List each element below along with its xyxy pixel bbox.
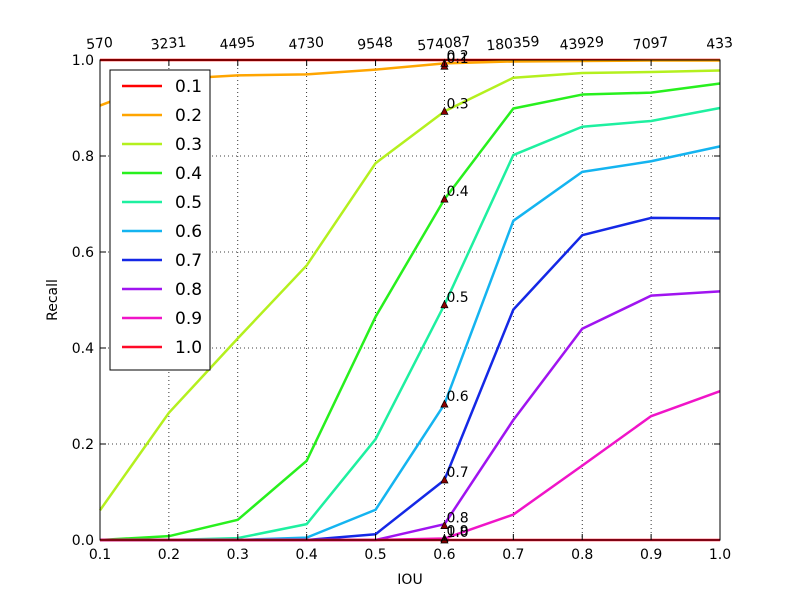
marker-label: 0.4 — [446, 184, 468, 200]
top-count-label: 9548 — [357, 34, 394, 53]
marker-triangle — [440, 194, 449, 203]
top-count-label: 180359 — [486, 34, 541, 55]
top-count-label: 3231 — [150, 34, 187, 53]
x-tick-label: 0.4 — [296, 547, 318, 563]
y-tick-label: 0.6 — [72, 245, 94, 261]
y-tick-label: 1.0 — [72, 53, 94, 69]
legend-label-0.5: 0.5 — [175, 193, 202, 213]
legend: 0.1 0.2 0.3 0.4 0.5 0.6 0.7 0.8 0.9 1.0 — [109, 69, 211, 371]
x-tick-label: 0.8 — [571, 547, 593, 563]
y-tick-label: 0.2 — [72, 437, 94, 453]
marker-label: 0.5 — [446, 290, 468, 306]
marker-triangle — [440, 475, 449, 484]
y-tick-label: 0.0 — [72, 533, 94, 549]
top-count-label: 570 — [86, 35, 114, 53]
marker-label: 0.7 — [446, 465, 468, 481]
marker-label: 1.0 — [446, 525, 468, 541]
plot-frame — [99, 59, 721, 541]
legend-label-0.2: 0.2 — [175, 106, 202, 126]
marker-label: 0.3 — [446, 96, 468, 112]
marker-triangle — [440, 399, 449, 408]
marker-label: 0.1 — [446, 51, 468, 67]
x-tick-label: 0.5 — [364, 547, 386, 563]
legend-label-0.6: 0.6 — [175, 222, 202, 242]
top-count-label: 4495 — [219, 34, 256, 53]
marker-triangle — [440, 106, 449, 115]
legend-label-0.3: 0.3 — [175, 135, 202, 155]
x-tick-label: 1.0 — [709, 547, 731, 563]
x-axis-label: IOU — [397, 572, 422, 588]
x-tick-label: 0.3 — [227, 547, 249, 563]
legend-label-0.8: 0.8 — [175, 280, 202, 300]
x-tick-label: 0.1 — [89, 547, 111, 563]
x-tick-label: 0.9 — [640, 547, 662, 563]
marker-triangle — [440, 520, 449, 529]
x-tick-label: 0.2 — [158, 547, 180, 563]
legend-label-0.9: 0.9 — [175, 309, 202, 329]
top-count-label: 7097 — [632, 34, 669, 53]
marker-triangle — [440, 300, 449, 309]
top-count-label: 4730 — [288, 34, 325, 53]
legend-box — [109, 69, 211, 371]
top-count-label: 433 — [706, 35, 734, 53]
x-tick-label: 0.6 — [433, 547, 455, 563]
legend-label-0.7: 0.7 — [175, 251, 202, 271]
series-line-0.4 — [99, 82, 721, 542]
legend-label-0.1: 0.1 — [175, 77, 202, 97]
series-line-0.3 — [98, 69, 721, 511]
legend-label-1.0: 1.0 — [175, 338, 202, 358]
legend-label-0.4: 0.4 — [175, 164, 202, 184]
marker-label: 0.6 — [446, 389, 468, 405]
markers: 0.10.20.30.40.50.60.70.80.91.0 — [440, 48, 469, 544]
y-axis-label: Recall — [45, 279, 61, 321]
axes: 0.1 0.2 0.3 0.4 0.5 0.6 0.7 0.8 0.9 1.00.00.20.40… — [72, 34, 734, 563]
marker-label: 0.9 — [446, 524, 468, 540]
x-tick-label: 0.7 — [502, 547, 524, 563]
marker-label: 0.8 — [446, 511, 468, 527]
y-tick-label: 0.8 — [72, 149, 94, 165]
top-count-label: 574087 — [417, 34, 472, 55]
top-count-label: 43929 — [559, 34, 605, 54]
y-tick-label: 0.4 — [72, 341, 94, 357]
